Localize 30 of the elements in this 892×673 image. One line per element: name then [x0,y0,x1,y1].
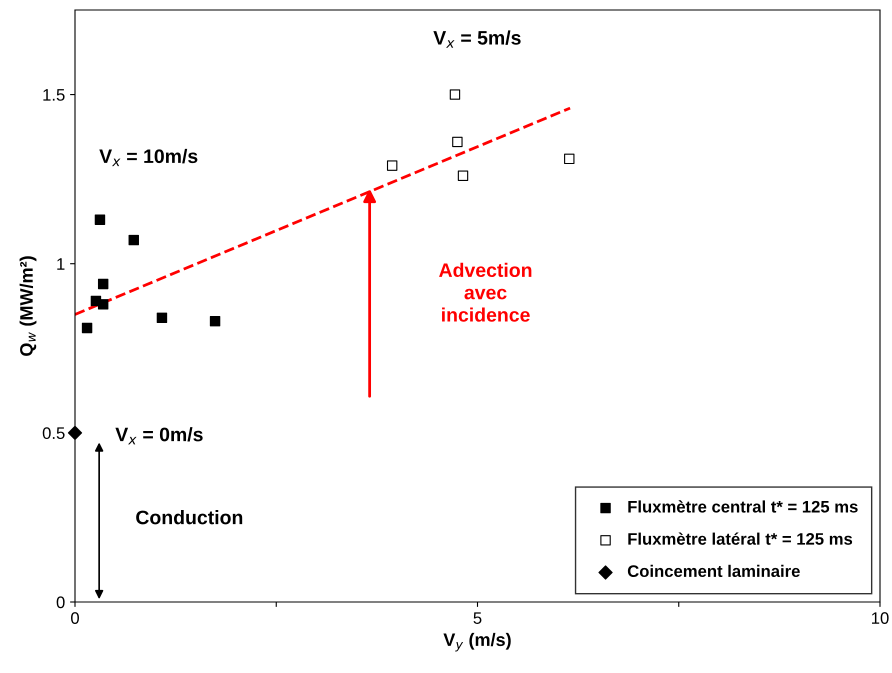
x-tick-label: 10 [872,612,889,624]
y-tick-label: 0.5 [42,427,65,440]
legend-label: Coincement laminaire [628,564,800,578]
point [82,322,92,334]
point [98,299,108,310]
legend-label: Fluxmètre latéral t* = 125 ms [628,532,852,545]
point [128,234,139,246]
y-tick-label: 1.5 [43,89,65,101]
point [68,426,82,440]
y-tick-label: 0 [56,596,65,608]
point [450,89,460,100]
point [98,278,108,290]
annotation: Conduction [136,510,242,524]
point [564,154,574,164]
point [386,160,398,171]
legend-label: Fluxmètre central t* = 125 ms [628,500,858,513]
annotation: V$_{x}$ = 10m/s [99,148,198,166]
annotation: V$_{x}$ = 0m/s [115,427,203,444]
annotation: V$_{x}$ = 5m/s [433,30,521,48]
x-axis-title: V$_{y}$ (m/s) [443,632,511,652]
point [210,316,220,326]
annotation: Advection avec incidence [439,262,532,322]
point [458,170,468,181]
x-tick-label: 0 [71,612,79,624]
y-tick-label: 1 [57,258,64,270]
point [94,214,106,225]
y-axis-title: Q$_{w}$ (MW/m²) [20,256,36,356]
point [156,312,168,324]
point [452,136,463,148]
x-tick-label: 5 [474,612,482,624]
